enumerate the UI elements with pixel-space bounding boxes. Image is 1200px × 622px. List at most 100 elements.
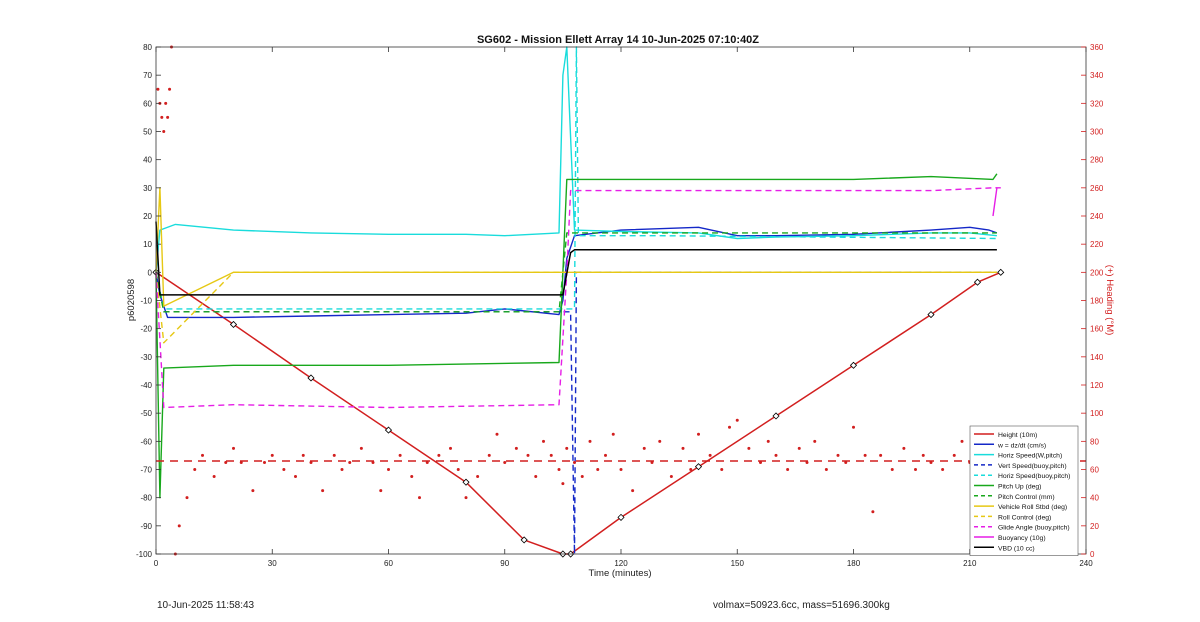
heading-point [359,446,363,450]
heading-point [449,446,452,450]
heading-point [534,475,538,479]
heading-point [631,489,635,493]
heading-point [747,446,751,450]
axes: 0 30 60 90 120 150 180 210 240-100-90-80-70-60-5… [136,43,1104,568]
series-line [155,271,997,555]
heading-point [960,439,964,443]
height-marker [520,536,528,544]
heading-point [168,87,172,91]
series-line [155,226,998,319]
series-line [155,46,997,273]
legend-label: Buoyancy (10g) [998,535,1046,542]
y2-tick-label: 20 [1090,522,1099,531]
y-tick-label: -60 [140,437,152,446]
heading-point [456,468,460,471]
heading-point [164,101,168,105]
height-marker [462,478,470,486]
heading-point [728,425,731,429]
y-tick-label: 20 [143,212,152,221]
legend-label: w = dz/dt (cm/s) [997,442,1046,449]
heading-point [387,468,390,471]
heading-point [929,460,933,464]
y2-tick-label: 120 [1090,381,1104,390]
heading-point [503,460,507,464]
heading-point [952,453,956,457]
height-marker [229,320,238,329]
series-layer [152,46,1005,558]
y2-tick-label: 300 [1090,128,1104,137]
legend-box [969,425,1079,556]
heading-point [166,115,170,119]
heading-point [418,496,421,500]
x-tick-label: 180 [847,559,861,568]
heading-point [921,453,925,457]
x-tick-label: 90 [500,559,509,568]
x-tick-label: 60 [384,559,393,568]
series-line [155,221,997,296]
heading-point [294,475,297,479]
x-tick-label: 210 [963,559,977,568]
x-tick-label: 0 [154,559,159,568]
heading-point [797,446,801,450]
heading-point [619,468,623,471]
legend: Height (10m) w = dz/dt (cm/s) Horiz Speed(… [969,425,1079,556]
heading-point [340,468,344,471]
heading-point [270,453,274,457]
heading-point [596,468,600,471]
legend-label: Roll Control (deg) [998,514,1051,521]
y2-tick-label: 280 [1090,156,1104,165]
heading-point [720,468,724,471]
heading-point [557,468,561,471]
heading-point [425,460,429,464]
y2-tick-label: 240 [1090,212,1104,221]
legend-label: Vert Speed(buoy,pitch) [998,463,1067,470]
footer-info: volmax=50923.6cc, mass=51696.300kg [713,600,890,611]
x-tick-label: 30 [268,559,277,568]
y2-tick-label: 40 [1090,494,1099,503]
x-tick-label: 240 [1079,559,1093,568]
y2-tick-label: 200 [1090,268,1104,277]
heading-point [824,468,828,471]
y-tick-label: 60 [143,99,152,108]
y-tick-label: 80 [143,43,152,52]
y2-tick-label: 80 [1090,437,1099,446]
y-tick-label: -70 [140,466,152,475]
footer-timestamp: 10-Jun-2025 11:58:43 [157,600,255,611]
heading-point [348,460,352,464]
heading-point [464,496,468,500]
heading-point [162,130,166,133]
heading-point [251,489,255,493]
heading-point [321,489,325,493]
height-marker [927,311,935,319]
heading-point [642,446,646,450]
heading-point [212,475,216,479]
heading-point [263,460,266,464]
heading-point [232,446,235,450]
y2-axis-label: (+) Heading (°M) [1104,265,1115,336]
y2-tick-label: 340 [1090,71,1104,80]
heading-point [201,453,204,457]
height-marker [307,374,315,382]
y-tick-label: -20 [140,325,152,334]
heading-point [561,482,565,486]
heading-point [379,489,383,493]
heading-point [759,460,762,464]
height-marker [617,513,625,521]
height-marker [849,361,858,369]
series-line [155,46,997,310]
heading-point [844,460,848,464]
y2-tick-label: 0 [1090,550,1095,559]
heading-point [836,453,840,457]
heading-point [526,453,530,457]
height-marker [694,463,703,471]
height-marker [997,268,1005,276]
heading-point [309,460,313,464]
heading-point [650,460,654,464]
heading-point [487,453,491,457]
heading-series [156,45,1086,556]
heading-point [156,87,160,91]
heading-point [476,475,480,479]
heading-point [371,460,375,464]
heading-point [239,460,243,464]
